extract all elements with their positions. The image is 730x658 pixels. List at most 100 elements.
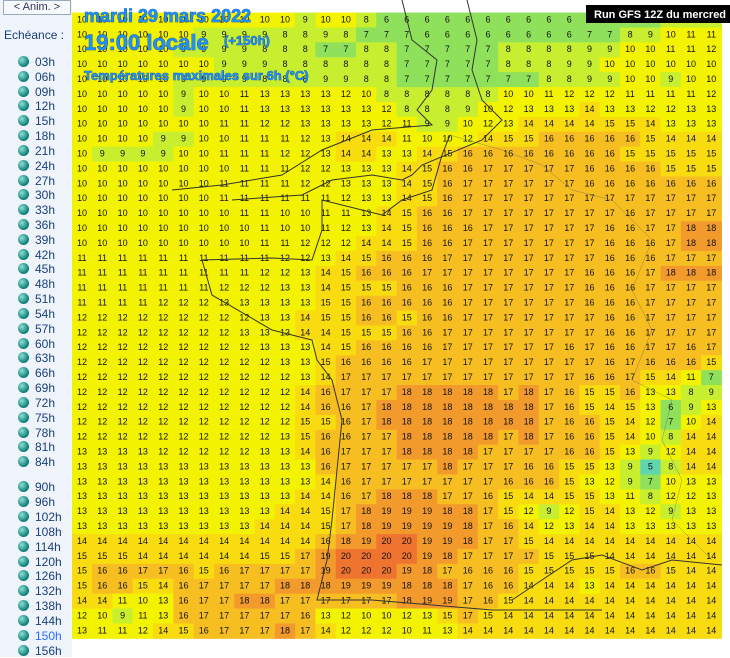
- temp-cell: [660, 265, 682, 282]
- temp-value: 20: [402, 536, 412, 546]
- temp-cell: [498, 12, 519, 28]
- temp-value: 10: [178, 178, 188, 188]
- temp-value: 11: [625, 491, 634, 501]
- temp-cell: [72, 42, 93, 58]
- temp-value: 16: [178, 595, 188, 605]
- time-step[interactable]: 15h: [18, 114, 55, 128]
- time-step[interactable]: 102h: [18, 510, 62, 524]
- time-step[interactable]: 45h: [18, 262, 55, 276]
- temp-value: 19: [442, 595, 452, 605]
- time-step[interactable]: 66h: [18, 366, 55, 380]
- temp-value: 17: [544, 208, 554, 218]
- temp-value: 16: [605, 253, 615, 263]
- time-step[interactable]: 150h: [18, 629, 62, 643]
- temp-value: 13: [77, 625, 87, 635]
- time-step[interactable]: 21h: [18, 144, 55, 158]
- time-step[interactable]: 27h: [18, 174, 55, 188]
- time-step[interactable]: 69h: [18, 381, 55, 395]
- time-step[interactable]: 126h: [18, 569, 62, 583]
- time-step[interactable]: 51h: [18, 292, 55, 306]
- temp-value: 15: [503, 134, 513, 144]
- time-step[interactable]: 72h: [18, 396, 55, 410]
- temp-value: 17: [706, 327, 716, 337]
- time-step[interactable]: 06h: [18, 70, 55, 84]
- time-step[interactable]: 36h: [18, 218, 55, 232]
- temp-cell: [132, 116, 154, 133]
- temp-value: 7: [404, 74, 409, 84]
- temp-value: 17: [260, 610, 270, 620]
- temp-value: 13: [361, 163, 371, 173]
- temp-value: 12: [199, 312, 209, 322]
- time-step[interactable]: 144h: [18, 614, 62, 628]
- temp-cell: [295, 161, 316, 177]
- temp-value: 10: [178, 208, 188, 218]
- time-step[interactable]: 90h: [18, 480, 55, 494]
- time-step[interactable]: 03h: [18, 55, 55, 69]
- time-step[interactable]: 24h: [18, 159, 55, 173]
- temp-value: 19: [402, 506, 412, 516]
- temp-value: 18: [483, 417, 493, 427]
- time-step[interactable]: 81h: [18, 440, 55, 454]
- anim-control[interactable]: < Anim. >: [3, 0, 71, 15]
- time-step[interactable]: 156h: [18, 644, 62, 658]
- temp-value: 17: [706, 283, 716, 293]
- temp-cell: [416, 221, 438, 237]
- temp-value: 12: [178, 402, 188, 412]
- time-step[interactable]: 78h: [18, 426, 55, 440]
- temp-value: 13: [158, 506, 168, 516]
- temp-value: 6: [425, 29, 430, 39]
- temp-value: 17: [503, 342, 513, 352]
- time-step[interactable]: 33h: [18, 203, 55, 217]
- time-step[interactable]: 39h: [18, 233, 55, 247]
- temp-value: 15: [584, 491, 594, 501]
- temp-value: 16: [361, 357, 371, 367]
- time-step[interactable]: 30h: [18, 188, 55, 202]
- temp-value: 14: [77, 595, 87, 605]
- time-step[interactable]: 18h: [18, 129, 55, 143]
- time-step[interactable]: 42h: [18, 248, 55, 262]
- temp-value: 14: [706, 595, 716, 605]
- temp-value: 17: [239, 625, 249, 635]
- temp-cell: [153, 12, 174, 28]
- temp-value: 15: [544, 551, 554, 561]
- temp-value: 18: [422, 402, 432, 412]
- temp-value: 14: [564, 625, 574, 635]
- time-step[interactable]: 132h: [18, 584, 62, 598]
- time-step[interactable]: 96h: [18, 495, 55, 509]
- temp-cell: [213, 42, 235, 58]
- temp-value: 16: [97, 566, 107, 576]
- temp-value: 19: [422, 521, 432, 531]
- time-step[interactable]: 48h: [18, 277, 55, 291]
- temp-value: 11: [219, 253, 228, 263]
- time-step[interactable]: 54h: [18, 307, 55, 321]
- time-step[interactable]: 09h: [18, 85, 55, 99]
- time-step[interactable]: 75h: [18, 411, 55, 425]
- temp-cell: [153, 236, 174, 252]
- temp-value: 13: [77, 446, 87, 456]
- time-step[interactable]: 114h: [18, 540, 61, 554]
- time-step[interactable]: 84h: [18, 455, 55, 469]
- time-step[interactable]: 57h: [18, 322, 55, 336]
- time-step[interactable]: 138h: [18, 599, 62, 613]
- temp-value: 12: [219, 402, 229, 412]
- temp-value: 14: [280, 536, 290, 546]
- temp-value: 17: [544, 342, 554, 352]
- temp-value: 16: [422, 327, 432, 337]
- time-step[interactable]: 63h: [18, 351, 55, 365]
- temp-value: 18: [463, 387, 473, 397]
- temp-cell: [356, 280, 377, 297]
- temp-value: 13: [361, 193, 371, 203]
- time-step[interactable]: 60h: [18, 337, 55, 351]
- temp-cell: [660, 250, 682, 267]
- temp-value: 14: [524, 610, 534, 620]
- time-step[interactable]: 12h: [18, 99, 55, 113]
- temp-cell: [92, 27, 113, 43]
- temp-cell: [274, 295, 296, 312]
- time-step[interactable]: 108h: [18, 525, 62, 539]
- time-step[interactable]: 120h: [18, 555, 62, 569]
- temp-value: 17: [463, 610, 473, 620]
- temp-value: 10: [97, 104, 107, 114]
- temp-value: 11: [77, 283, 86, 293]
- temp-cell: [538, 27, 560, 43]
- step-label: 36h: [35, 218, 56, 233]
